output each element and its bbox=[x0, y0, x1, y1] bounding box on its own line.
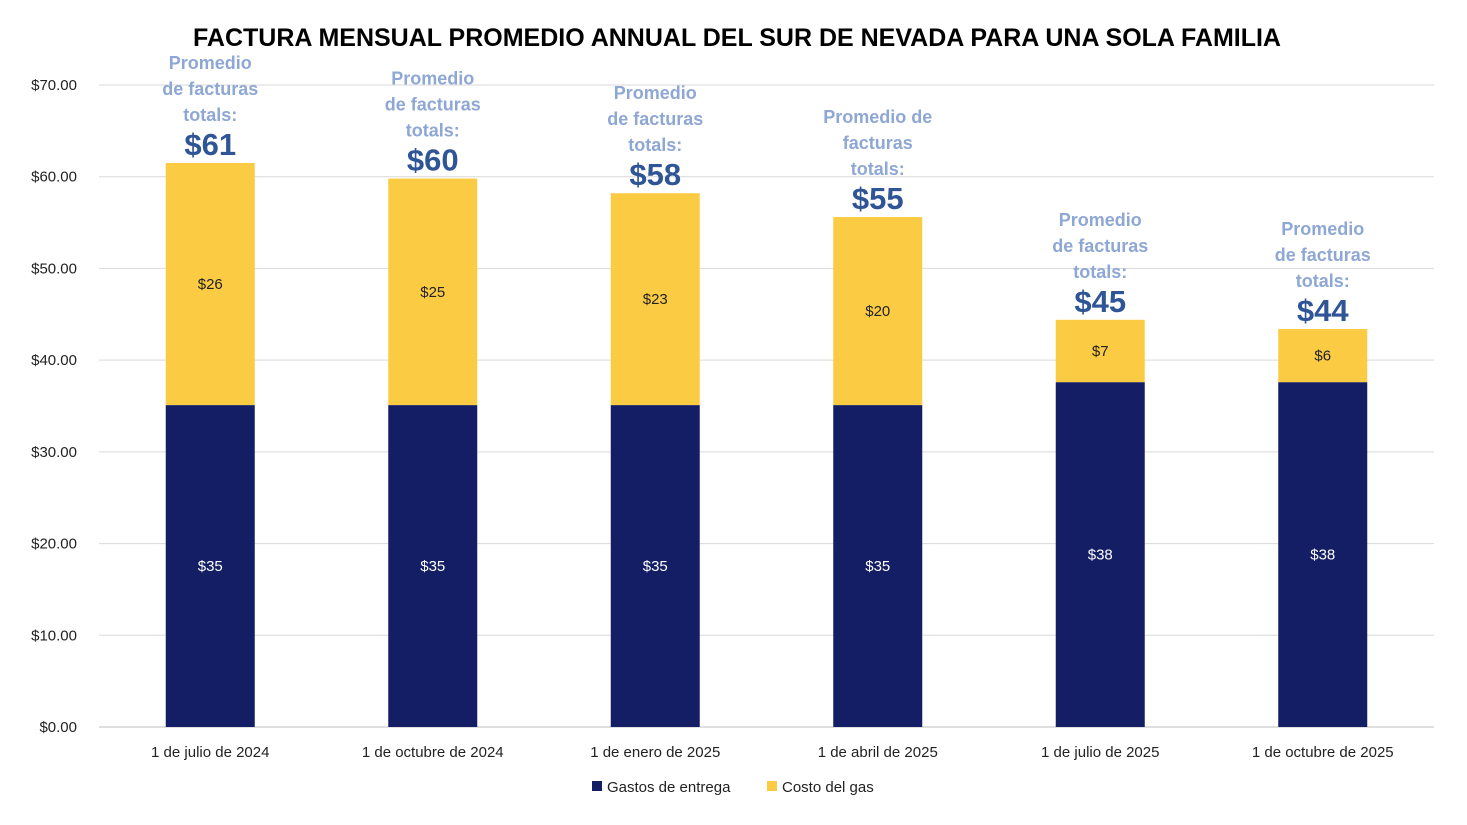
data-label: $23 bbox=[643, 291, 668, 308]
bar-segment-gas bbox=[165, 162, 255, 406]
x-tick-label: 1 de octubre de 2024 bbox=[362, 744, 504, 761]
x-axis-categories: 1 de julio de 2024 1 de octubre de 2024 1 … bbox=[151, 744, 1394, 761]
y-tick-label: $50.00 bbox=[31, 260, 77, 277]
total-annotation-text: Promedio bbox=[1059, 210, 1142, 230]
y-tick-label: $40.00 bbox=[31, 352, 77, 369]
data-label: $25 bbox=[420, 284, 445, 301]
data-label: $26 bbox=[198, 276, 223, 293]
legend-delivery-swatch bbox=[592, 781, 602, 791]
total-annotation-text: Promedio de bbox=[823, 107, 932, 127]
bar-segment-gas bbox=[388, 178, 478, 406]
legend: Gastos de entrega Costo del gas bbox=[592, 779, 874, 796]
y-tick-label: $70.00 bbox=[31, 77, 77, 94]
bar-segment-delivery bbox=[1055, 382, 1145, 727]
data-label: $35 bbox=[643, 558, 668, 575]
bar-segment-gas bbox=[1055, 319, 1145, 383]
x-tick-label: 1 de abril de 2025 bbox=[818, 744, 938, 761]
x-tick-label: 1 de enero de 2025 bbox=[590, 744, 720, 761]
total-annotation-text: Promedio bbox=[391, 69, 474, 89]
bar-segment-delivery bbox=[610, 405, 700, 727]
y-tick-label: $0.00 bbox=[39, 719, 77, 736]
total-annotation-text: totals: bbox=[183, 105, 237, 125]
x-tick-label: 1 de julio de 2025 bbox=[1041, 744, 1159, 761]
bar-segment-delivery bbox=[1278, 382, 1368, 727]
gridlines bbox=[99, 84, 1434, 728]
data-labels: $35 $26 $35 $25 $35 $23 $35 $20 $38 $7 $38 $6 bbox=[198, 276, 1336, 575]
y-axis-ticks: $0.00 $10.00 $20.00 $30.00 $40.00 $50.00 $60.0… bbox=[31, 77, 77, 736]
total-value: $55 bbox=[852, 181, 904, 216]
total-annotation-text: totals: bbox=[851, 159, 905, 179]
total-annotation-text: totals: bbox=[1073, 262, 1127, 282]
chart-title: FACTURA MENSUAL PROMEDIO ANNUAL DEL SUR … bbox=[193, 24, 1281, 52]
bar-segment-gas bbox=[833, 217, 923, 406]
data-label: $35 bbox=[865, 558, 890, 575]
total-annotation-text: totals: bbox=[406, 121, 460, 141]
total-value: $45 bbox=[1074, 284, 1126, 319]
data-label: $35 bbox=[198, 558, 223, 575]
legend-delivery-label: Gastos de entrega bbox=[607, 779, 731, 796]
data-label: $6 bbox=[1314, 348, 1331, 365]
data-label: $35 bbox=[420, 558, 445, 575]
y-tick-label: $10.00 bbox=[31, 627, 77, 644]
total-annotation-text: de facturas bbox=[607, 109, 703, 129]
y-tick-label: $20.00 bbox=[31, 536, 77, 553]
bar-segment-gas bbox=[610, 193, 700, 406]
data-label: $7 bbox=[1092, 343, 1109, 360]
total-annotation-text: totals: bbox=[1296, 271, 1350, 291]
total-value: $44 bbox=[1297, 293, 1349, 328]
total-annotation-text: Promedio bbox=[169, 53, 252, 73]
y-tick-label: $30.00 bbox=[31, 444, 77, 461]
total-annotation-text: facturas bbox=[843, 133, 913, 153]
legend-gas-swatch bbox=[767, 781, 777, 791]
total-annotation-text: de facturas bbox=[162, 79, 258, 99]
bars bbox=[165, 162, 1368, 727]
x-tick-label: 1 de octubre de 2025 bbox=[1252, 744, 1394, 761]
total-value: $60 bbox=[407, 143, 459, 178]
total-annotation-text: totals: bbox=[628, 135, 682, 155]
legend-gas-label: Costo del gas bbox=[782, 779, 874, 796]
bar-segment-delivery bbox=[388, 405, 478, 727]
total-annotation-text: de facturas bbox=[1052, 236, 1148, 256]
data-label: $20 bbox=[865, 303, 890, 320]
data-label: $38 bbox=[1310, 547, 1335, 564]
bar-segment-delivery bbox=[165, 405, 255, 727]
data-label: $38 bbox=[1088, 547, 1113, 564]
bar-segment-delivery bbox=[833, 405, 923, 727]
bar-segment-gas bbox=[1278, 328, 1368, 383]
total-annotation-text: de facturas bbox=[385, 95, 481, 115]
total-value: $58 bbox=[629, 157, 681, 192]
y-tick-label: $60.00 bbox=[31, 169, 77, 186]
total-value: $61 bbox=[184, 127, 236, 162]
total-annotation-text: de facturas bbox=[1275, 245, 1371, 265]
x-tick-label: 1 de julio de 2024 bbox=[151, 744, 269, 761]
total-annotation-text: Promedio bbox=[1281, 219, 1364, 239]
total-annotation-text: Promedio bbox=[614, 83, 697, 103]
